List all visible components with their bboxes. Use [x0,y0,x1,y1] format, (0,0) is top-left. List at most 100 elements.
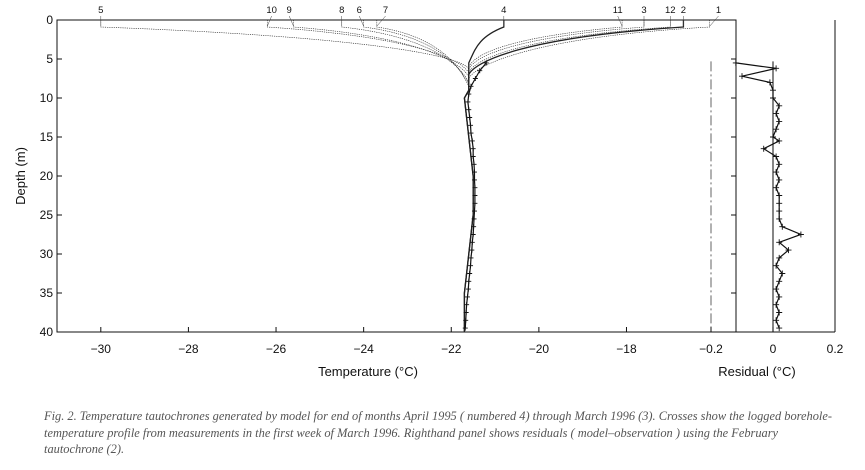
observation-cross [472,193,478,198]
tautochrone-label-11: 11 [613,5,623,16]
observation-cross [464,302,470,308]
y-tick-label: 35 [40,286,54,300]
residual-point [776,176,783,183]
y-tick-label: 0 [46,13,53,27]
observation-cross [469,138,475,144]
residual-point [776,118,783,125]
observation-cross [471,208,477,214]
x-tick-label: −26 [266,342,287,356]
tautochrone-label-3: 3 [641,5,646,16]
residual-point [760,145,767,152]
observation-cross [466,91,472,97]
residual-point [776,102,783,109]
tautochrone-curve-11 [464,20,623,332]
observation-cross [466,278,472,284]
label-leader-11 [617,15,623,27]
residual-line [735,62,803,329]
depth-axis-label: Depth (m) [13,147,28,205]
observation-cross [469,239,475,245]
residual-point [773,169,780,176]
residual-point [776,161,783,168]
observation-cross [477,68,483,74]
residual-point [773,153,780,160]
tautochrone-curve-9 [293,20,474,332]
label-leader-1 [709,15,719,27]
observation-cross [468,255,474,261]
residual-point [773,262,780,269]
observation-cross [468,130,474,136]
residual-point [776,215,783,222]
observation-cross [467,271,473,276]
residual-x-tick-label: −0.2 [699,342,723,356]
tautochrone-label-4: 4 [501,5,506,16]
residual-point [773,286,780,293]
residual-point [779,223,786,230]
label-leader-10 [267,15,272,27]
observation-cross [471,177,477,183]
residual-x-tick-label: 0 [770,342,777,356]
residual-point [773,317,780,324]
observation-cross [471,224,477,230]
tautochrone-label-10: 10 [266,5,277,16]
y-tick-label: 10 [40,91,54,105]
x-tick-label: −18 [616,342,637,356]
residual-point [776,200,783,207]
label-leader-9 [288,15,294,27]
temperature-x-ticks: −30 −28 −26 −24 −22 −20 −18 [91,327,637,356]
residual-point [766,79,773,86]
y-tick-label: 25 [40,208,54,222]
residual-reference-lines [710,61,774,332]
residual-point [739,73,745,80]
residual-point [776,309,783,316]
observation-cross [472,76,478,81]
observation-cross [463,310,469,315]
residual-point [770,95,776,101]
observation-cross [483,60,489,66]
residual-point [776,137,783,144]
x-tick-label: −22 [441,342,462,356]
observation-cross [465,286,471,292]
y-tick-label: 20 [40,169,54,183]
observation-cross [463,317,469,323]
residual-panel: −0.2 0 0.2 Residual (°C) [699,20,844,379]
residual-point [773,301,780,308]
residual-point [773,65,780,72]
observation-cross [470,154,476,159]
x-tick-label: −20 [529,342,550,356]
label-leader-6 [359,15,364,27]
observation-cross [464,294,470,300]
residual-point [770,87,776,94]
observation-cross [472,185,478,191]
y-tick-label: 30 [40,247,54,261]
residual-point [779,270,786,277]
residual-point [776,239,783,246]
residual-point [773,126,780,133]
tautochrone-curve-3 [464,20,645,332]
y-tick-label: 5 [46,52,53,66]
residual-axis-label: Residual (°C) [718,364,795,379]
tautochrone-curve-8 [341,20,474,332]
residual-point [776,208,783,215]
tautochrone-label-8: 8 [339,5,344,16]
tautochrone-label-12: 12 [665,5,676,16]
observation-cross [468,263,474,269]
residual-point [776,293,783,300]
observation-cross [467,115,473,120]
observation-cross [471,216,477,222]
tautochrone-curve-2 [463,20,685,332]
residual-series [732,59,804,332]
observation-cross [462,325,468,331]
residual-x-ticks: −0.2 0 0.2 [699,327,844,356]
observation-cross [469,247,475,253]
residual-point [797,231,804,238]
x-tick-label: −30 [91,342,112,356]
observation-cross [470,146,476,152]
residual-point [776,278,783,285]
observation-cross [470,232,476,237]
observation-cross [472,200,478,206]
observation-cross [471,169,477,175]
residual-point [785,247,792,254]
